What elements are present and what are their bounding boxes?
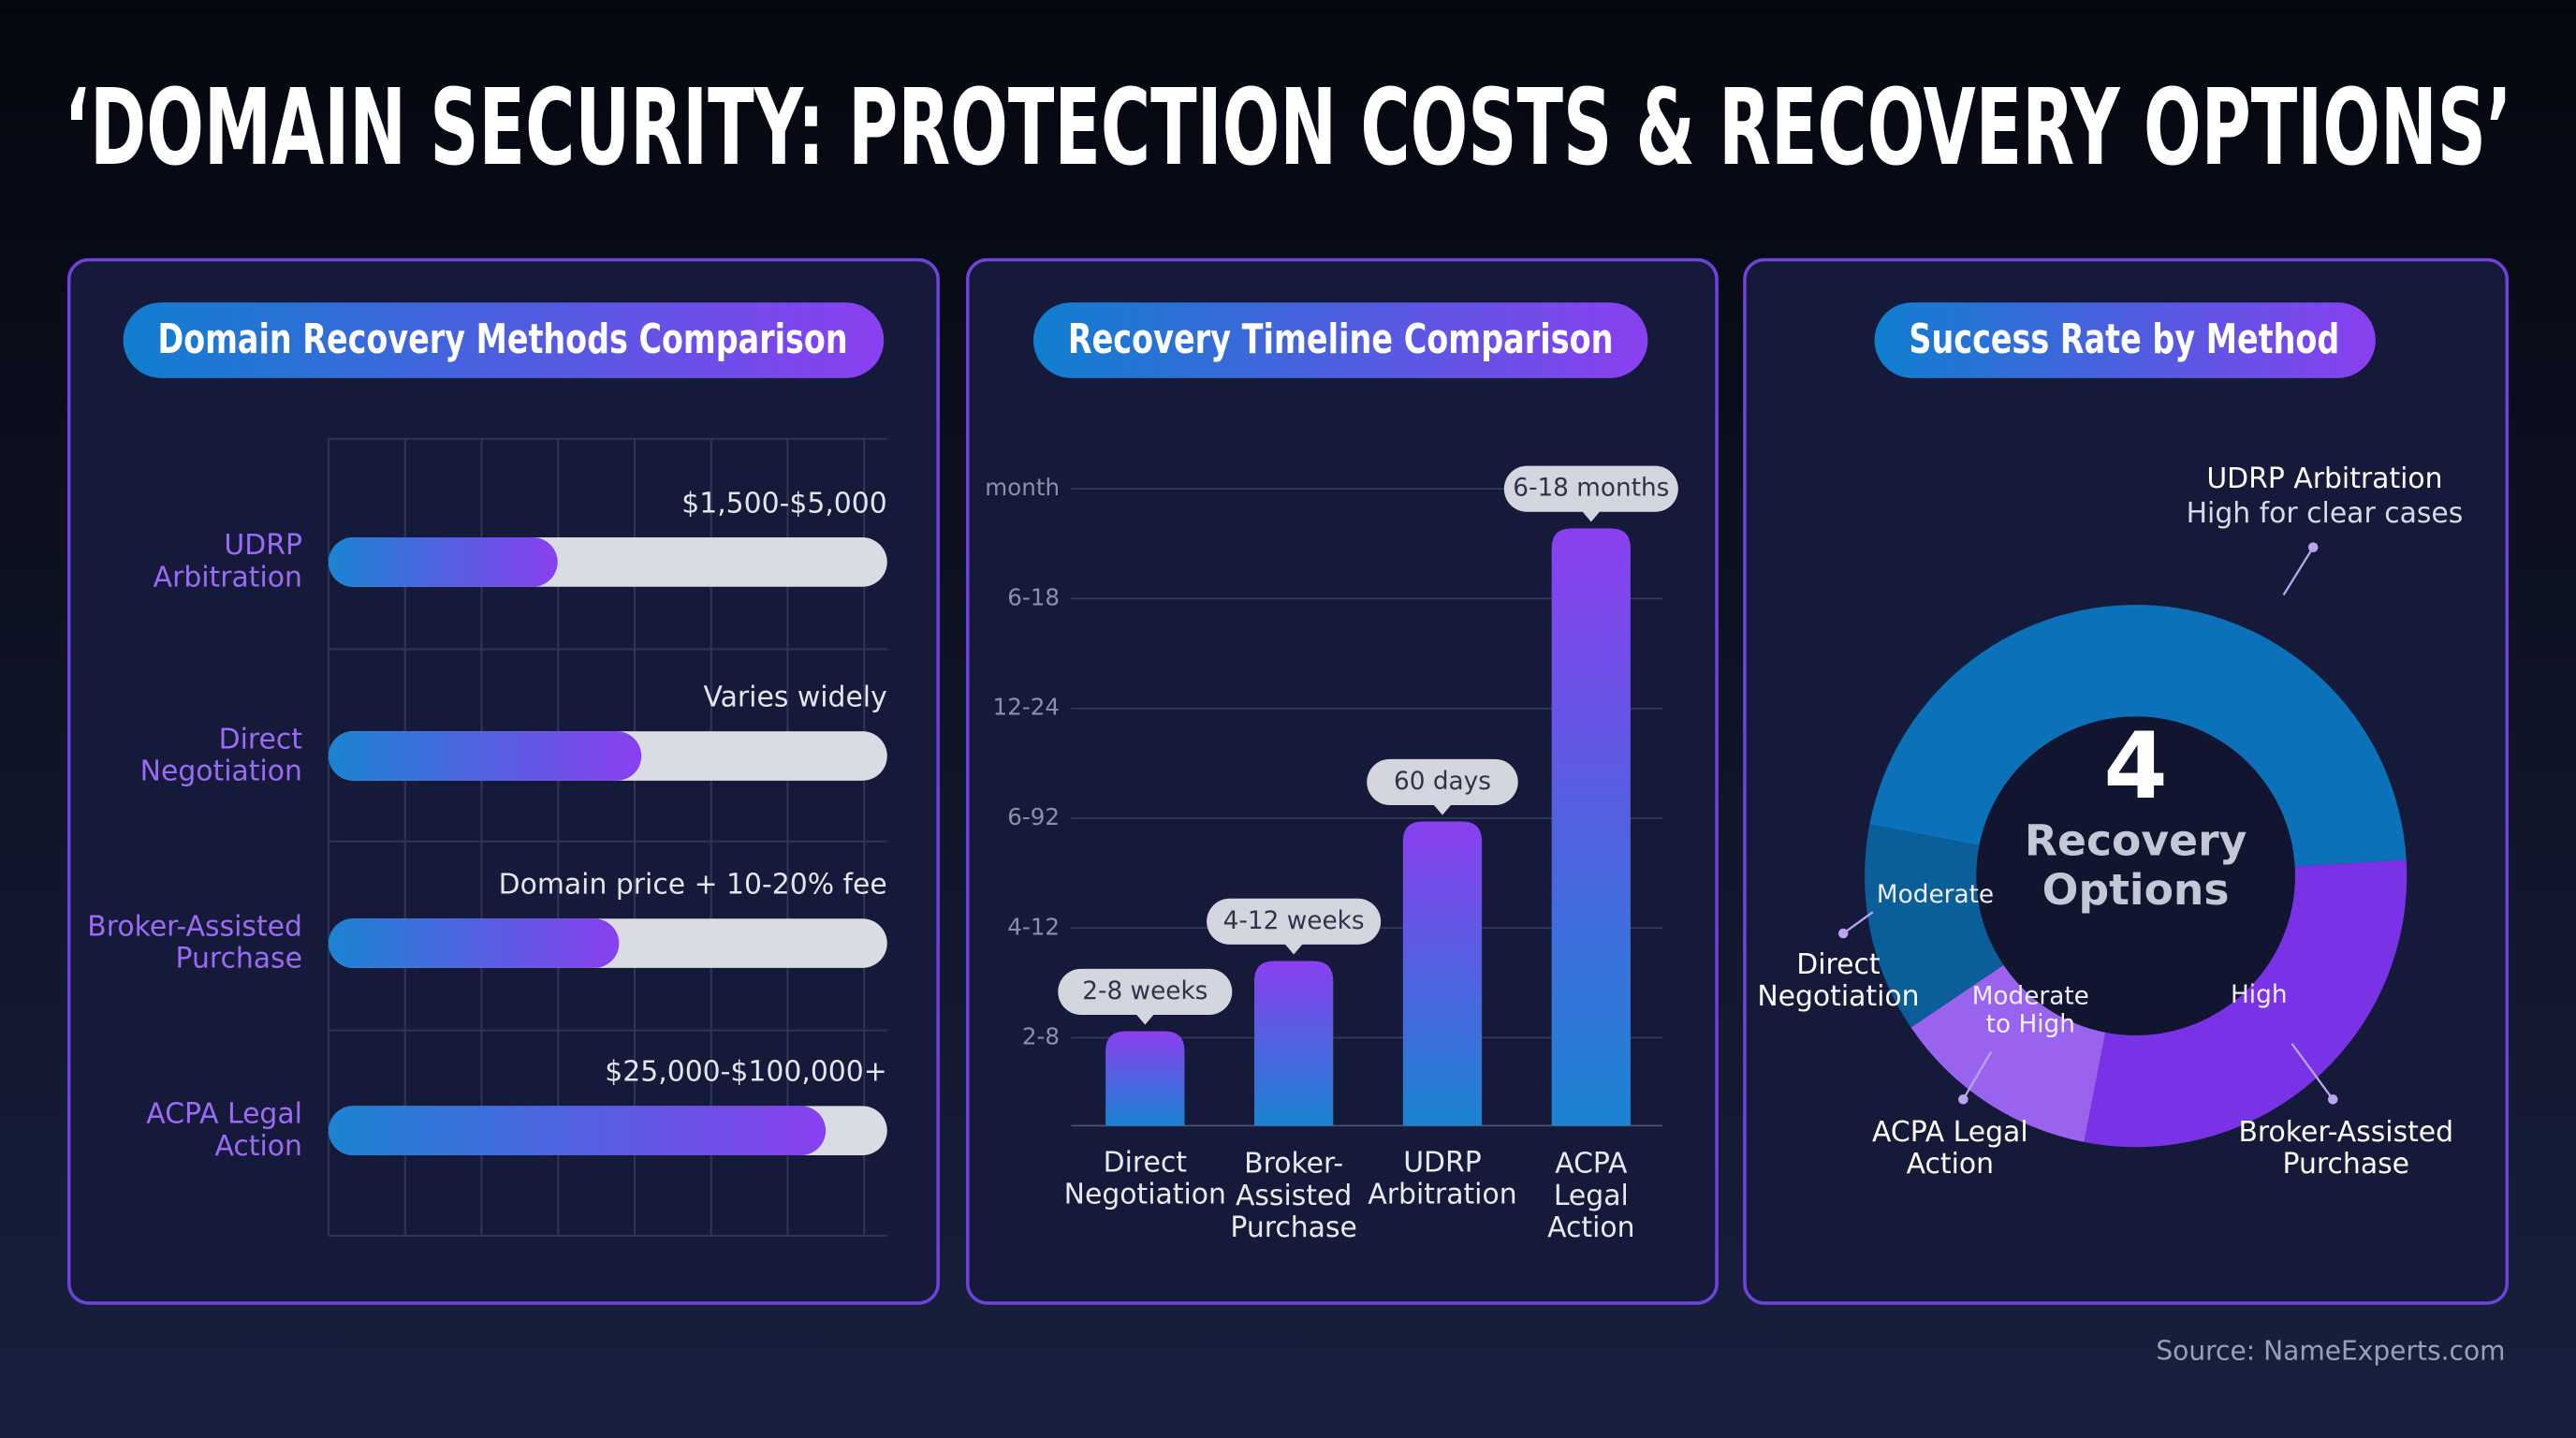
x-tick-label: ACPA Legal Action xyxy=(1547,1147,1634,1244)
bar-annotation-pill xyxy=(1207,898,1382,945)
bar-annotation: 60 days xyxy=(1394,768,1491,796)
segment-name: ACPA Legal Action xyxy=(1872,1115,2028,1180)
leader-line xyxy=(2282,546,2315,596)
bar-annotation: $1,500-$5,000 xyxy=(681,487,887,520)
x-tick-label: Broker-Assisted Purchase xyxy=(1230,1147,1356,1244)
donut-segment xyxy=(1869,605,2407,867)
y-tick-label: 4-12 xyxy=(1007,913,1060,940)
donut-segment xyxy=(1910,964,2106,1142)
leader-line xyxy=(2291,1042,2334,1100)
leader-line xyxy=(1962,1050,1993,1100)
x-tick-label: Direct Negotiation xyxy=(1064,1146,1226,1211)
bar xyxy=(1105,1031,1185,1126)
leader-dot xyxy=(1837,928,1849,939)
panel-title: Recovery Timeline Comparison xyxy=(1068,315,1614,363)
y-tick-label: 6-92 xyxy=(1007,803,1060,830)
segment-name: Direct Negotiation xyxy=(1757,947,1919,1012)
bar xyxy=(329,731,642,781)
bar-annotation: $25,000-$100,000+ xyxy=(605,1056,886,1089)
leader-dot xyxy=(1958,1094,1969,1105)
donut-segment xyxy=(2084,859,2408,1148)
y-tick-label: 6-18 xyxy=(1007,583,1060,610)
bar xyxy=(1551,528,1631,1126)
bar xyxy=(1254,961,1334,1126)
category-label: UDRP Arbitration xyxy=(154,529,302,594)
segment-rating: Moderate to High xyxy=(1972,982,2089,1038)
segment-name: Broker-Assisted Purchase xyxy=(2238,1115,2453,1180)
panel xyxy=(66,257,940,1305)
donut-hole xyxy=(1976,716,2295,1035)
bar xyxy=(329,1106,827,1155)
segment-rating: High for clear cases xyxy=(2187,497,2464,530)
leader-dot xyxy=(2307,542,2319,552)
leader-dot xyxy=(2327,1094,2338,1105)
bar-annotation: Varies widely xyxy=(704,682,887,714)
panel-title-pill xyxy=(1874,302,2376,378)
bar xyxy=(329,537,558,587)
donut-segment xyxy=(1865,824,2004,1028)
bar-annotation-pointer xyxy=(1283,943,1304,955)
bar-annotation-pointer xyxy=(1432,803,1453,815)
bar-annotation: Domain price + 10-20% fee xyxy=(499,869,887,902)
bar-annotation-pill xyxy=(1503,465,1678,512)
panel-title-pill xyxy=(123,302,885,378)
panel-title: Success Rate by Method xyxy=(1909,315,2339,363)
bar-annotation-pill xyxy=(1367,758,1518,805)
bar-annotation: 6-18 months xyxy=(1513,475,1669,503)
bar-annotation: 4-12 weeks xyxy=(1223,907,1365,935)
segment-rating: Moderate xyxy=(1877,881,1994,909)
page-title: ‘DOMAIN SECURITY: PROTECTION COSTS & REC… xyxy=(64,67,2511,189)
center-text: Recovery Options xyxy=(2025,815,2247,914)
category-label: ACPA Legal Action xyxy=(146,1097,302,1162)
panel-title-pill xyxy=(1032,302,1648,378)
segment-rating: High xyxy=(2231,981,2287,1009)
bar-annotation-pointer xyxy=(1134,1013,1155,1025)
y-tick-label: 2-8 xyxy=(1022,1023,1060,1050)
source: Source: NameExperts.com xyxy=(2156,1336,2505,1367)
bar-annotation: 2-8 weeks xyxy=(1082,977,1208,1005)
x-tick-label: UDRP Arbitration xyxy=(1368,1146,1516,1211)
bar xyxy=(329,918,620,968)
bar xyxy=(1402,821,1483,1126)
y-tick-label: month xyxy=(985,474,1060,501)
bar-annotation-pill xyxy=(1058,968,1233,1015)
center-value: 4 xyxy=(2103,713,2167,820)
category-label: Direct Negotiation xyxy=(140,723,302,787)
bar-annotation-pointer xyxy=(1581,510,1602,522)
category-label: Broker-Assisted Purchase xyxy=(87,910,302,975)
panel-title: Domain Recovery Methods Comparison xyxy=(157,315,847,363)
y-tick-label: 12-24 xyxy=(993,694,1060,721)
segment-name: UDRP Arbitration xyxy=(2206,462,2442,495)
leader-line xyxy=(1842,911,1874,934)
